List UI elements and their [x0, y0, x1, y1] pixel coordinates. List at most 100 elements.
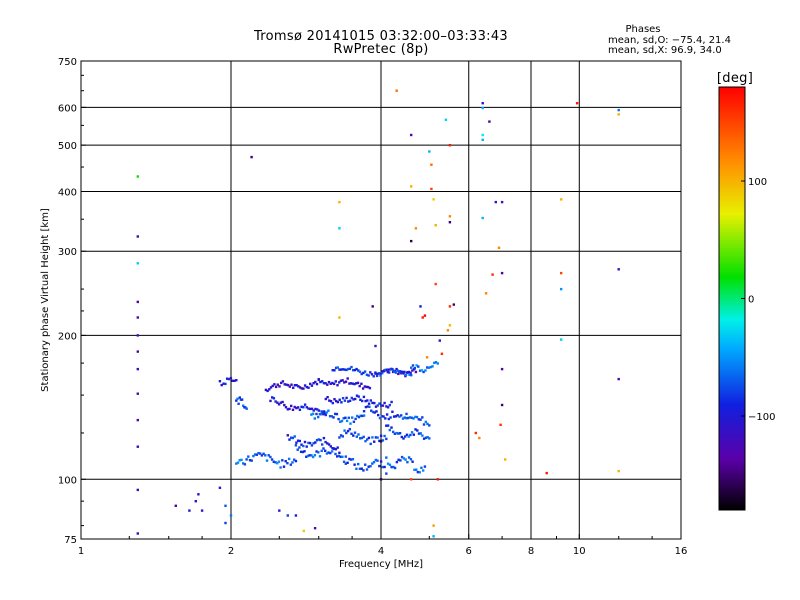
echo-trace-point — [331, 401, 334, 405]
echo-trace-point — [298, 408, 302, 411]
echo-trace-point — [388, 428, 391, 432]
echo-trace-point — [407, 416, 410, 420]
echo-trace-point — [414, 428, 417, 431]
echo-trace-point — [360, 467, 363, 470]
echo-trace-point — [321, 443, 324, 446]
echo-trace-point — [364, 463, 367, 466]
echo-trace-point — [351, 416, 354, 419]
echo-trace-point — [378, 416, 382, 420]
echo-trace-point — [362, 410, 366, 413]
echo-trace-point — [273, 383, 276, 386]
echo-trace-point — [345, 396, 348, 400]
echo-trace-point — [248, 459, 252, 462]
echo-point — [200, 509, 204, 512]
echo-trace-point — [266, 389, 269, 393]
echo-point — [481, 133, 484, 137]
echo-trace-point — [356, 381, 360, 385]
echo-trace-point — [385, 456, 388, 459]
echo-trace-point — [338, 436, 341, 439]
echo-trace-point — [331, 447, 334, 450]
echo-trace-point — [350, 396, 353, 400]
echo-trace-point — [295, 384, 298, 387]
echo-trace-point — [332, 416, 335, 419]
chart-subtitle: RwPretec (8p) — [333, 42, 428, 57]
echo-trace-point — [339, 455, 342, 458]
echo-trace-point — [410, 431, 414, 434]
echo-trace-point — [310, 454, 313, 457]
echo-trace-point — [322, 436, 326, 440]
y-axis-label: Stationary phase Virtual Height [km] — [40, 208, 51, 392]
echo-point — [545, 471, 548, 475]
echo-trace-point — [373, 411, 376, 414]
echo-point — [560, 271, 563, 275]
echo-trace-point — [376, 404, 379, 407]
colorbar-label: [deg] — [717, 71, 753, 86]
echo-trace-point — [315, 450, 318, 453]
echo-trace-point — [308, 454, 311, 457]
echo-trace-point — [392, 415, 396, 418]
echo-trace-point — [274, 461, 277, 464]
echo-trace-point — [344, 455, 347, 458]
echo-trace-point — [290, 436, 293, 439]
echo-trace-point — [402, 437, 405, 440]
echo-point — [278, 509, 281, 512]
echo-trace-point — [331, 369, 334, 372]
echo-trace-point — [411, 369, 414, 372]
echo-trace-point — [424, 436, 428, 439]
echo-point — [410, 478, 413, 481]
echo-point — [432, 535, 435, 538]
echo-trace-point — [348, 457, 351, 461]
echo-trace-point — [330, 450, 334, 453]
echo-trace-point — [402, 372, 405, 375]
echo-trace-point — [374, 371, 377, 374]
echo-trace-point — [418, 369, 422, 372]
echo-trace-point — [364, 405, 368, 409]
echo-trace-point — [303, 450, 306, 453]
echo-trace-point — [395, 431, 398, 435]
echo-trace-point — [322, 382, 326, 385]
echo-trace-point — [409, 458, 413, 461]
echo-trace-point — [364, 399, 367, 403]
echo-trace-point — [394, 371, 398, 374]
echo-point — [174, 504, 177, 507]
echo-trace-point — [393, 466, 397, 470]
echo-trace-point — [277, 460, 281, 463]
echo-trace-point — [342, 417, 345, 420]
echo-trace-point — [416, 470, 420, 474]
echo-trace-point — [401, 371, 404, 374]
echo-trace-point — [384, 417, 387, 420]
echo-point — [338, 316, 341, 319]
echo-trace-point — [392, 465, 395, 469]
echo-trace-point — [305, 385, 308, 389]
echo-trace-point — [414, 415, 417, 419]
echo-trace-point — [355, 394, 359, 397]
y-tick-label: 300 — [58, 247, 77, 258]
echo-trace-point — [318, 412, 322, 416]
echo-trace-point — [415, 364, 418, 367]
echo-trace-point — [319, 380, 322, 384]
echo-trace-point — [387, 417, 390, 421]
echo-trace-point — [288, 407, 291, 411]
echo-trace-point — [303, 440, 307, 444]
echo-trace-point — [289, 463, 292, 466]
echo-trace-point — [408, 373, 411, 376]
echo-trace-point — [288, 385, 291, 388]
echo-trace-point — [286, 462, 289, 465]
echo-trace-point — [377, 413, 380, 417]
echo-trace-point — [422, 423, 426, 426]
echo-trace-point — [344, 380, 348, 383]
echo-trace-point — [346, 429, 350, 433]
echo-trace-point — [388, 368, 391, 371]
echo-trace-point — [378, 464, 381, 468]
echo-trace-point — [366, 438, 369, 441]
echo-trace-point — [362, 414, 366, 417]
echo-trace-point — [312, 409, 315, 412]
echo-trace-point — [387, 371, 391, 374]
echo-trace-point — [418, 471, 421, 474]
echo-trace-point — [326, 396, 329, 399]
echo-trace-point — [396, 414, 399, 417]
echo-trace-point — [414, 370, 418, 374]
echo-trace-point — [404, 435, 407, 438]
echo-trace-point — [417, 432, 421, 435]
echo-trace-point — [338, 398, 341, 401]
